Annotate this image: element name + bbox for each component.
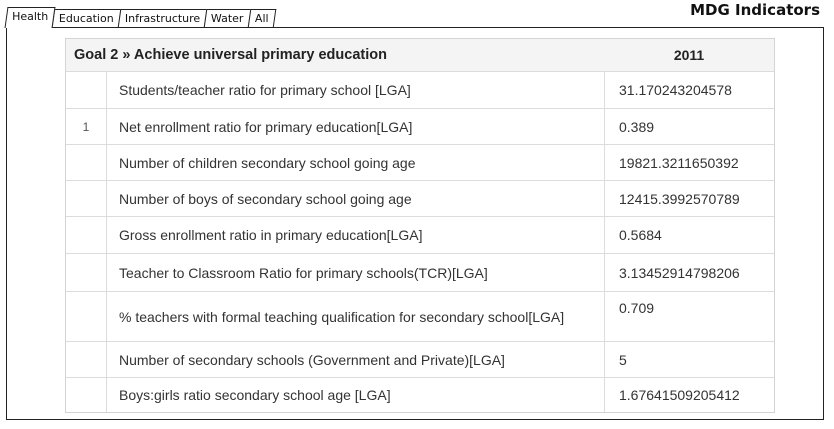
table-row[interactable]: Teacher to Classroom Ratio for primary s… xyxy=(66,253,774,291)
indicator-name: Teacher to Classroom Ratio for primary s… xyxy=(107,254,605,291)
indicator-value: 31.170243204578 xyxy=(619,82,732,98)
indicator-name: Number of boys of secondary school going… xyxy=(107,181,605,216)
content-frame: Goal 2 » Achieve universal primary educa… xyxy=(6,27,824,420)
row-index xyxy=(66,292,107,341)
table-row[interactable]: Boys:girls ratio secondary school age [L… xyxy=(66,377,774,412)
indicator-name: Number of secondary schools (Government … xyxy=(107,342,605,377)
indicators-table: Goal 2 » Achieve universal primary educa… xyxy=(65,38,775,413)
indicator-name: Students/teacher ratio for primary schoo… xyxy=(107,72,605,108)
indicator-name: Gross enrollment ratio in primary educat… xyxy=(107,217,605,253)
indicator-value: 0.389 xyxy=(619,118,655,135)
tab-label: Water xyxy=(211,12,244,25)
tab-infrastructure[interactable]: Infrastructure xyxy=(117,9,208,28)
tab-health[interactable]: Health xyxy=(4,7,56,28)
tab-all[interactable]: All xyxy=(247,9,276,28)
tab-bar: Health Education Infrastructure Water Al… xyxy=(4,6,276,28)
row-index xyxy=(66,378,107,412)
goal-prefix: Goal 2 » xyxy=(74,47,131,63)
year-header: 2011 xyxy=(673,47,705,63)
tab-label: All xyxy=(254,12,269,25)
tab-water[interactable]: Water xyxy=(203,9,252,28)
row-index: 1 xyxy=(66,109,107,144)
row-index xyxy=(66,217,107,253)
goal-title: Achieve universal primary education xyxy=(133,47,387,63)
row-index xyxy=(66,342,107,377)
row-index xyxy=(66,72,107,108)
tab-label: Education xyxy=(59,12,114,25)
row-index xyxy=(66,145,107,180)
row-index xyxy=(66,254,107,291)
app-title: MDG Indicators xyxy=(690,1,820,19)
indicator-name: % teachers with formal teaching qualific… xyxy=(107,292,605,341)
indicator-value: 5 xyxy=(619,351,627,368)
indicator-name: Net enrollment ratio for primary educati… xyxy=(107,109,605,144)
table-row[interactable]: % teachers with formal teaching qualific… xyxy=(66,291,774,341)
table-row[interactable]: Number of secondary schools (Government … xyxy=(66,341,774,377)
table-row[interactable]: Gross enrollment ratio in primary educat… xyxy=(66,216,774,253)
tab-education[interactable]: Education xyxy=(51,9,122,28)
indicator-value: 0.5684 xyxy=(619,227,662,243)
table-row[interactable]: Number of boys of secondary school going… xyxy=(66,180,774,216)
tab-label: Health xyxy=(12,10,49,23)
indicator-value: 0.709 xyxy=(619,300,655,316)
indicator-name: Number of children secondary school goin… xyxy=(107,145,605,180)
indicator-value: 1.67641509205412 xyxy=(619,387,740,403)
goal-heading: Goal 2 » Achieve universal primary educa… xyxy=(66,47,604,63)
table-header: Goal 2 » Achieve universal primary educa… xyxy=(66,39,774,71)
table-row[interactable]: 1 Net enrollment ratio for primary educa… xyxy=(66,108,774,144)
indicator-name: Boys:girls ratio secondary school age [L… xyxy=(107,378,605,412)
indicator-value: 19821.3211650392 xyxy=(619,154,739,171)
tab-label: Infrastructure xyxy=(124,12,201,25)
table-row[interactable]: Number of children secondary school goin… xyxy=(66,144,774,180)
row-index xyxy=(66,181,107,216)
indicator-value: 3.13452914798206 xyxy=(619,264,740,281)
indicator-value: 12415.3992570789 xyxy=(619,190,740,207)
table-row[interactable]: Students/teacher ratio for primary schoo… xyxy=(66,71,774,108)
